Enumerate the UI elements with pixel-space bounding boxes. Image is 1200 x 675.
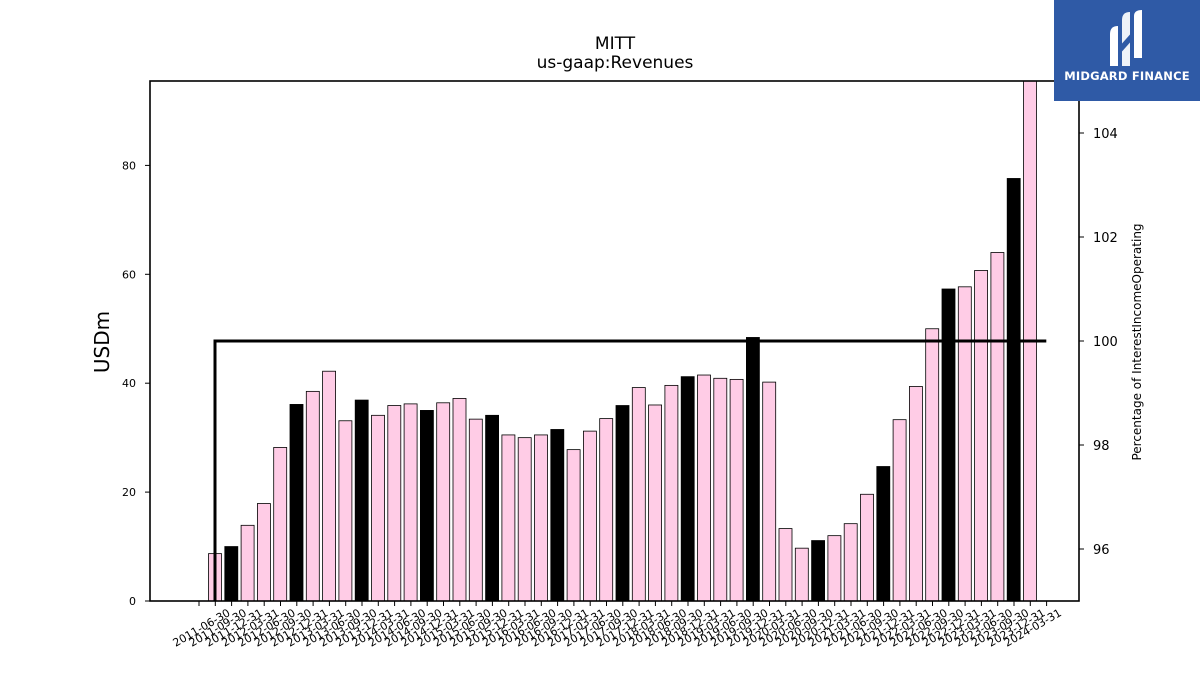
- bar-2016-06-30: [534, 434, 548, 602]
- y2-axis-label: Percentage of InterestIncomeOperating: [1130, 223, 1144, 460]
- bar-2016-12-31: [566, 449, 581, 602]
- bar-2018-12-31: [697, 374, 711, 602]
- bar-2023-06-30: [990, 252, 1005, 602]
- bar-2019-12-31: [762, 381, 777, 602]
- y2-tick-label: 98: [1093, 439, 1110, 454]
- y-tick-label: 60: [122, 268, 136, 281]
- bar-2020-03-31: [778, 528, 793, 602]
- bar-2014-12-31: [436, 402, 451, 602]
- axes: 02040608096981001021042011-06-302011-09-…: [122, 80, 1118, 650]
- bar-2021-06-30: [860, 493, 874, 602]
- bar-2012-06-30: [273, 447, 288, 602]
- bar-2017-03-31: [583, 430, 597, 602]
- brand-name: MIDGARD FINANCE: [1064, 69, 1190, 83]
- bar-2012-03-31: [256, 503, 271, 602]
- bar-2020-12-31: [827, 535, 842, 602]
- chart-subtitle: us-gaap:Revenues: [537, 53, 694, 73]
- y-tick-label: 20: [122, 486, 136, 499]
- bar-2013-03-31: [322, 370, 337, 602]
- chart-title: MITT: [595, 34, 636, 54]
- line-series: [213, 339, 1047, 601]
- bar-2017-06-30: [599, 418, 614, 602]
- bar-2016-03-31: [517, 437, 532, 602]
- bar-2021-03-31: [843, 523, 858, 602]
- bar-2022-06-30: [925, 328, 940, 602]
- bar-2014-06-30: [403, 403, 418, 602]
- bar-2019-09-30: [746, 337, 760, 602]
- bar-2014-09-30: [419, 410, 434, 602]
- bar-2014-03-31: [387, 405, 402, 602]
- bar-2017-09-30: [615, 405, 630, 602]
- bar-2020-09-30: [811, 540, 825, 602]
- y-tick-label: 40: [122, 377, 136, 390]
- bar-2019-06-30: [729, 378, 744, 602]
- bar-2016-09-30: [550, 429, 565, 602]
- bar-2018-03-31: [648, 404, 662, 602]
- bar-2013-12-31: [371, 414, 385, 602]
- bar-2011-09-30: [224, 546, 239, 602]
- y2-tick-label: 96: [1093, 543, 1110, 558]
- brand-mark-icon: [1110, 10, 1142, 66]
- bar-2015-12-31: [501, 434, 516, 602]
- bar-2015-09-30: [485, 414, 500, 602]
- bar-2023-09-30: [1006, 178, 1021, 602]
- bar-2012-09-30: [289, 404, 304, 602]
- interest-income-line: [213, 339, 1047, 601]
- brand-logo: MIDGARD FINANCE: [1054, 0, 1200, 101]
- bar-2021-09-30: [876, 466, 891, 602]
- y-tick-label: 0: [129, 595, 136, 608]
- y2-tick-label: 104: [1093, 127, 1118, 142]
- bar-2023-03-31: [974, 270, 988, 602]
- bar-2019-03-31: [713, 377, 728, 602]
- y2-tick-label: 100: [1093, 335, 1118, 350]
- bar-2013-06-30: [338, 420, 353, 602]
- bar-2018-06-30: [664, 384, 679, 602]
- bar-2021-12-31: [892, 419, 907, 602]
- y2-tick-label: 102: [1093, 231, 1118, 246]
- bar-2022-09-30: [941, 288, 956, 602]
- bar-2018-09-30: [680, 376, 695, 602]
- bar-2020-06-30: [794, 547, 809, 602]
- y-tick-label: 80: [122, 159, 136, 172]
- bar-2015-06-30: [468, 418, 483, 602]
- bar-2022-03-31: [909, 386, 923, 602]
- bar-2013-09-30: [354, 399, 369, 602]
- bar-2015-03-31: [452, 398, 467, 602]
- bar-2011-12-31: [240, 524, 255, 602]
- y-axis-label: USDm: [90, 311, 114, 373]
- bar-2017-12-31: [631, 387, 646, 602]
- bar-2012-12-31: [305, 390, 320, 602]
- bar-2022-12-31: [957, 286, 972, 602]
